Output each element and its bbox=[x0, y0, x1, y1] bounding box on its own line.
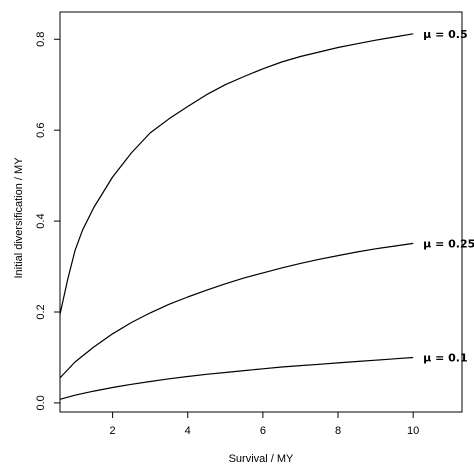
plot-frame bbox=[59, 11, 463, 413]
x-axis: 2 4 6 8 10 bbox=[110, 412, 419, 437]
y-tick-label: 0.4 bbox=[35, 213, 47, 228]
x-axis-label: Survival / MY bbox=[229, 453, 294, 465]
x-tick-label: 10 bbox=[407, 425, 419, 437]
plot-border bbox=[59, 11, 463, 413]
series-group: μ = 0.5 μ = 0.25 μ = 0.1 bbox=[59, 28, 474, 400]
y-tick-label: 0.6 bbox=[35, 123, 47, 138]
x-tick-label: 6 bbox=[260, 425, 266, 437]
series-label-1: μ = 0.25 bbox=[423, 237, 474, 250]
x-tick-label: 2 bbox=[110, 425, 116, 437]
series-line-1 bbox=[59, 242, 414, 379]
series-line-2 bbox=[59, 356, 414, 400]
x-tick-label: 4 bbox=[185, 425, 191, 437]
series-label-2: μ = 0.1 bbox=[423, 351, 467, 364]
y-axis-label: Initial diversification / MY bbox=[13, 157, 25, 279]
y-tick-label: 0.0 bbox=[35, 395, 47, 410]
y-axis: 0.0 0.2 0.4 0.6 0.8 bbox=[35, 32, 60, 411]
series-line-0 bbox=[59, 33, 414, 315]
y-tick-label: 0.2 bbox=[35, 304, 47, 319]
series-label-0: μ = 0.5 bbox=[423, 28, 467, 41]
x-tick-label: 8 bbox=[335, 425, 341, 437]
y-tick-label: 0.8 bbox=[35, 32, 47, 47]
